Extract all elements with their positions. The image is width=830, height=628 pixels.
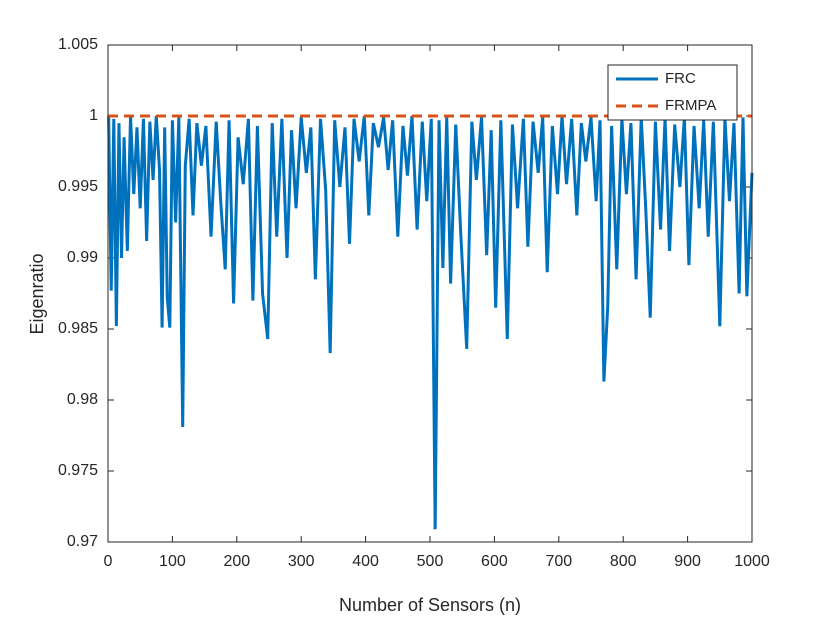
y-tick-label: 0.975: [58, 462, 98, 479]
y-tick-label: 0.99: [67, 249, 98, 266]
x-tick-label: 400: [352, 553, 379, 570]
x-tick-label: 200: [223, 553, 250, 570]
x-tick-label: 700: [545, 553, 572, 570]
y-tick-label: 0.97: [67, 533, 98, 550]
legend-label: FRMPA: [665, 97, 716, 114]
y-tick-label: 1: [89, 107, 98, 124]
axes-box: [107, 44, 753, 543]
x-tick-label: 800: [610, 553, 637, 570]
y-tick-label: 0.985: [58, 320, 98, 337]
legend-box: [607, 64, 738, 121]
x-tick-label: 0: [104, 553, 113, 570]
y-tick-label: 0.995: [58, 178, 98, 195]
y-tick-label: 0.98: [67, 391, 98, 408]
x-tick-label: 900: [674, 553, 701, 570]
y-axis-label: Eigenratio: [27, 253, 47, 334]
y-tick-label: 1.005: [58, 36, 98, 53]
x-tick-label: 600: [481, 553, 508, 570]
legend-label: FRC: [665, 70, 696, 87]
series-line: [107, 115, 754, 530]
x-tick-label: 1000: [734, 553, 770, 570]
x-tick-label: 500: [417, 553, 444, 570]
x-tick-label: 300: [288, 553, 315, 570]
x-axis-label: Number of Sensors (n): [339, 595, 521, 615]
x-tick-label: 100: [159, 553, 186, 570]
